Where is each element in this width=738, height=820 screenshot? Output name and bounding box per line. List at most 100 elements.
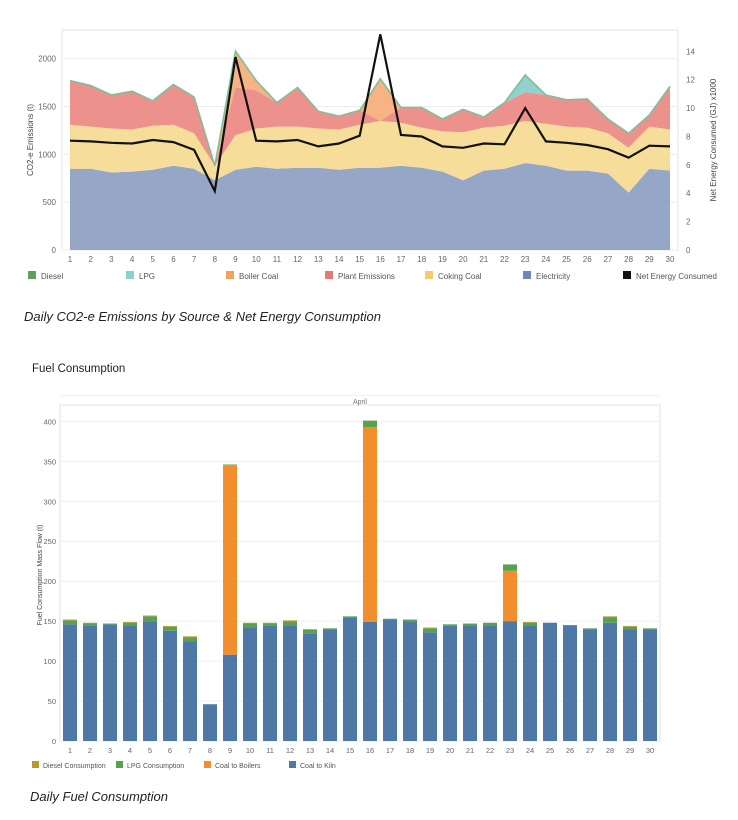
x-tick-label: 21: [466, 746, 474, 755]
bar-coal-to-kiln: [283, 625, 297, 741]
bar-lpg-consumption: [83, 623, 97, 626]
legend-label: Coal to Boilers: [215, 763, 261, 770]
legend-swatch: [523, 271, 531, 279]
x-tick-label: 4: [130, 255, 135, 264]
legend-swatch: [204, 761, 211, 768]
y-tick-label: 350: [43, 457, 56, 466]
x-tick-label: 11: [273, 255, 282, 264]
x-tick-label: 13: [314, 255, 323, 264]
x-tick-label: 24: [526, 746, 534, 755]
x-tick-label: 14: [335, 255, 344, 264]
y2-tick-label: 0: [686, 246, 691, 255]
y-tick-label: 200: [43, 577, 56, 586]
bar-coal-to-kiln: [123, 625, 137, 741]
bar-diesel-consumption: [83, 622, 97, 624]
bar-coal-to-kiln: [163, 630, 177, 741]
bar-coal-to-kiln: [243, 627, 257, 741]
bar-coal-to-kiln: [223, 654, 237, 741]
y2-tick-label: 12: [686, 76, 695, 85]
x-tick-label: 29: [645, 255, 654, 264]
bar-coal-to-kiln: [463, 625, 477, 741]
bar-lpg-consumption: [643, 628, 657, 630]
bar-diesel-consumption: [303, 629, 317, 630]
bar-lpg-consumption: [123, 622, 137, 626]
bar-diesel-consumption: [143, 615, 157, 617]
bar-coal-to-kiln: [623, 629, 637, 741]
y-tick-label: 50: [48, 697, 56, 706]
y-tick-label: 400: [43, 417, 56, 426]
fuel-chart-title: Fuel Consumption: [32, 363, 126, 375]
bar-lpg-consumption: [503, 564, 517, 571]
y-tick-label: 100: [43, 657, 56, 666]
bar-lpg-consumption: [583, 628, 597, 630]
x-tick-label: 22: [486, 746, 494, 755]
x-tick-label: 20: [446, 746, 454, 755]
x-tick-label: 28: [606, 746, 614, 755]
x-tick-label: 24: [541, 255, 550, 264]
y2-tick-label: 10: [686, 104, 695, 113]
y-axis-title: CO2-e Emissions (t): [26, 104, 35, 176]
bar-coal-to-kiln: [83, 625, 97, 741]
bar-coal-to-kiln: [183, 641, 197, 741]
bar-lpg-consumption: [483, 622, 497, 626]
y-axis-title: Fuel Consumption Mass Flow (t): [37, 525, 44, 626]
bar-diesel-consumption: [163, 625, 177, 627]
bar-lpg-consumption: [223, 464, 237, 466]
x-tick-label: 18: [417, 255, 426, 264]
bar-lpg-consumption: [143, 616, 157, 622]
legend-swatch: [425, 271, 433, 279]
x-tick-label: 11: [266, 746, 274, 755]
y2-axis-title: Net Energy Consumed (GJ) x1000: [709, 78, 718, 201]
bar-diesel-consumption: [183, 636, 197, 638]
bar-lpg-consumption: [423, 628, 437, 633]
x-tick-label: 25: [546, 746, 554, 755]
bar-diesel-consumption: [283, 620, 297, 622]
x-tick-label: 17: [386, 746, 394, 755]
x-tick-label: 10: [246, 746, 254, 755]
bar-diesel-consumption: [263, 622, 277, 624]
x-tick-label: 23: [506, 746, 514, 755]
bar-coal-to-kiln: [503, 621, 517, 741]
x-tick-label: 19: [438, 255, 447, 264]
bar-lpg-consumption: [403, 619, 417, 622]
x-tick-label: 16: [366, 746, 374, 755]
x-tick-label: 13: [306, 746, 314, 755]
y2-tick-label: 6: [686, 161, 691, 170]
y-tick-label: 1000: [38, 150, 56, 159]
area-electricity: [70, 163, 670, 250]
bar-lpg-consumption: [363, 420, 377, 427]
bar-coal-to-kiln: [363, 621, 377, 741]
x-tick-label: 8: [213, 255, 218, 264]
x-tick-label: 1: [68, 746, 72, 755]
bar-coal-to-kiln: [483, 625, 497, 741]
legend-label: LPG Consumption: [127, 763, 184, 770]
y-tick-label: 0: [52, 246, 57, 255]
bar-lpg-consumption: [263, 623, 277, 626]
y-tick-label: 300: [43, 497, 56, 506]
x-tick-label: 23: [521, 255, 530, 264]
x-tick-label: 4: [128, 746, 132, 755]
area-plant-emissions: [70, 80, 670, 166]
y2-tick-label: 4: [686, 189, 691, 198]
x-tick-label: 15: [355, 255, 364, 264]
bar-coal-to-kiln: [543, 622, 557, 741]
y-tick-label: 500: [43, 198, 57, 207]
bar-diesel-consumption: [243, 622, 257, 624]
bar-lpg-consumption: [283, 621, 297, 626]
area-coking-coal: [70, 120, 670, 193]
legend-swatch: [325, 271, 333, 279]
x-tick-label: 3: [108, 746, 112, 755]
x-tick-label: 9: [228, 746, 232, 755]
bar-diesel-consumption: [523, 621, 537, 623]
x-tick-label: 6: [171, 255, 176, 264]
y-tick-label: 0: [52, 737, 56, 746]
bar-coal-to-kiln: [423, 632, 437, 741]
bar-coal-to-boilers: [363, 426, 377, 622]
bar-coal-to-boilers: [503, 570, 517, 622]
bar-diesel-consumption: [623, 625, 637, 627]
x-tick-label: 28: [624, 255, 633, 264]
bar-lpg-consumption: [523, 622, 537, 626]
legend-label: Coal to Kiln: [300, 763, 336, 770]
legend-label: LPG: [139, 272, 155, 281]
